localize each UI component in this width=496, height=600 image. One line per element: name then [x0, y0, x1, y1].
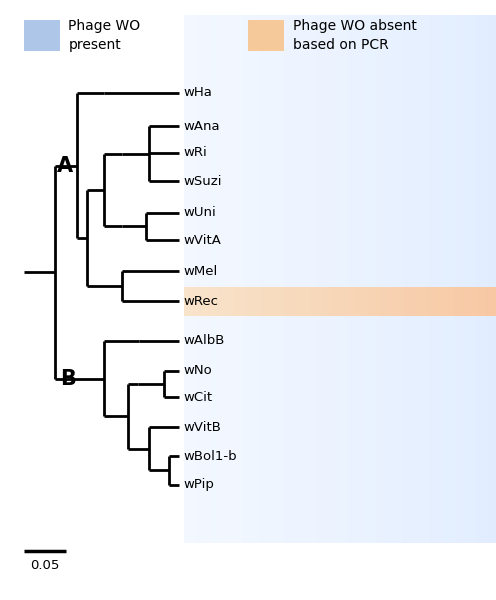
- Text: wCit: wCit: [184, 391, 213, 404]
- Text: wAna: wAna: [184, 119, 220, 133]
- Text: Phage WO
present: Phage WO present: [68, 19, 140, 52]
- Bar: [24, 20, 60, 51]
- Text: wHa: wHa: [184, 86, 212, 100]
- Text: wVitB: wVitB: [184, 421, 221, 434]
- Text: Phage WO absent
based on PCR: Phage WO absent based on PCR: [293, 19, 417, 52]
- Bar: [248, 20, 284, 51]
- Text: wRi: wRi: [184, 146, 207, 160]
- Text: wNo: wNo: [184, 364, 212, 377]
- Text: wUni: wUni: [184, 206, 216, 220]
- Text: wBol1-b: wBol1-b: [184, 449, 237, 463]
- Text: wMel: wMel: [184, 265, 218, 278]
- Text: wVitA: wVitA: [184, 233, 221, 247]
- Text: 0.05: 0.05: [30, 559, 60, 572]
- Text: wPip: wPip: [184, 478, 214, 491]
- Text: B: B: [61, 368, 76, 389]
- Text: wSuzi: wSuzi: [184, 175, 222, 188]
- Text: wAlbB: wAlbB: [184, 334, 225, 347]
- Text: A: A: [57, 155, 72, 176]
- Text: wRec: wRec: [184, 295, 219, 308]
